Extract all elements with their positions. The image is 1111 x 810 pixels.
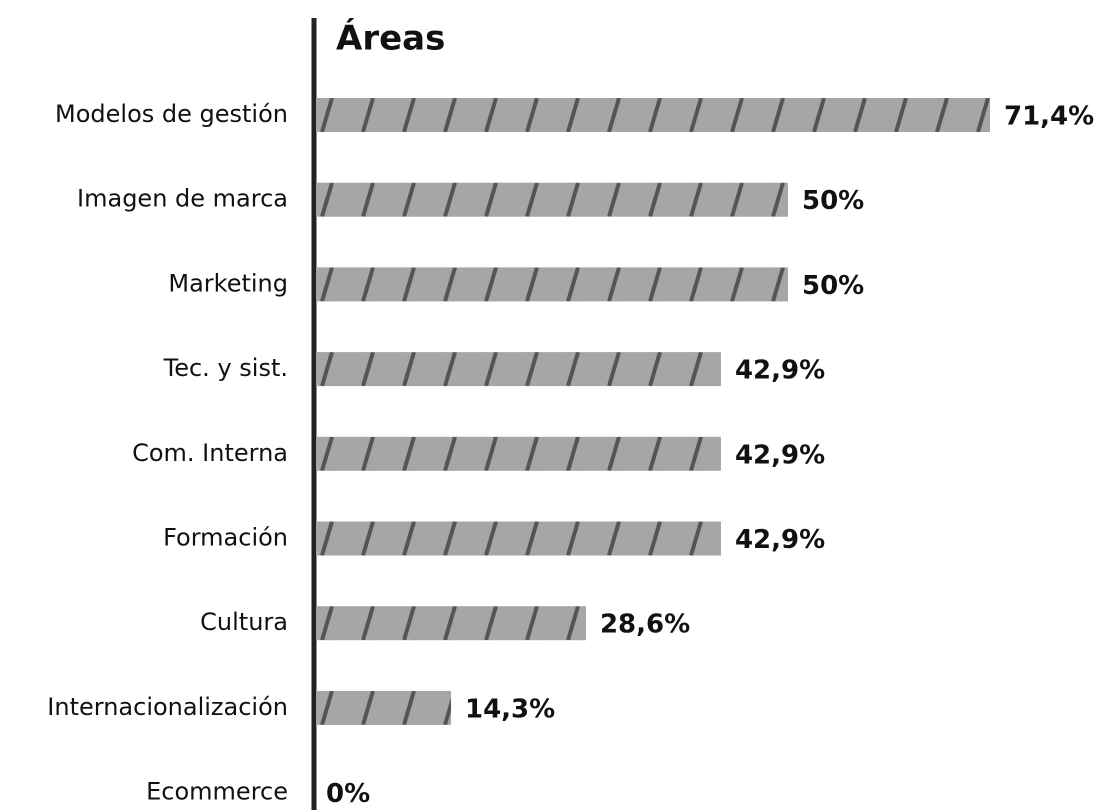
value-label: 0%: [326, 779, 370, 809]
bar: [316, 690, 451, 725]
value-label: 28,6%: [600, 610, 690, 640]
bar: [316, 436, 721, 471]
bar: [316, 182, 788, 217]
value-label: 42,9%: [735, 525, 825, 555]
bar: [316, 352, 721, 387]
category-label: Internacionalización: [47, 693, 288, 721]
value-label: 71,4%: [1004, 102, 1094, 132]
value-label: 14,3%: [465, 694, 555, 724]
bar: [316, 267, 788, 302]
category-label: Marketing: [168, 269, 288, 297]
bar: [316, 521, 721, 556]
value-label: 50%: [802, 186, 864, 216]
value-label: 50%: [802, 271, 864, 301]
category-label: Tec. y sist.: [163, 354, 288, 382]
chart-title: Áreas: [336, 18, 445, 59]
category-label: Imagen de marca: [77, 185, 288, 213]
category-label: Modelos de gestión: [55, 100, 288, 128]
bar: [316, 98, 990, 132]
value-label: 42,9%: [735, 440, 825, 470]
category-label: Com. Interna: [132, 439, 288, 467]
value-label: 42,9%: [735, 356, 825, 386]
bar: [316, 606, 586, 641]
category-label: Ecommerce: [146, 778, 288, 806]
category-label: Formación: [163, 524, 288, 552]
category-label: Cultura: [200, 608, 288, 636]
